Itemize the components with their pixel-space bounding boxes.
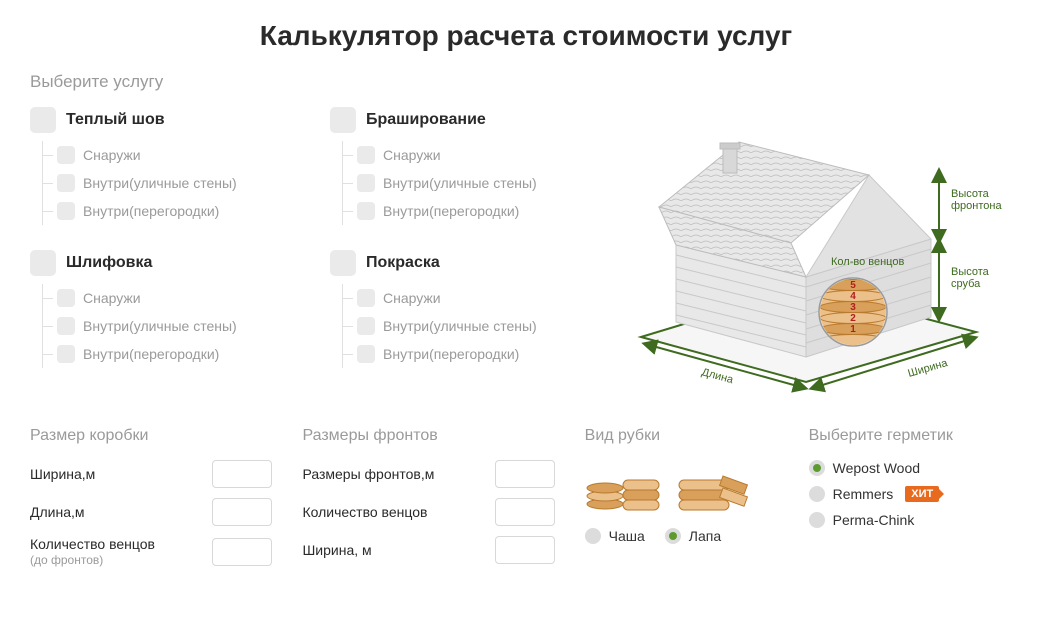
svg-text:2: 2 bbox=[850, 313, 856, 324]
sealant-option-row[interactable]: Wepost Wood bbox=[809, 460, 1022, 476]
sub-checkbox[interactable] bbox=[357, 289, 375, 307]
page-title: Калькулятор расчета стоимости услуг bbox=[30, 20, 1022, 52]
cut-radio-lapa-row[interactable]: Лапа bbox=[665, 528, 721, 544]
service-group: Покраска Снаружи Внутри(уличные стены) В… bbox=[330, 250, 610, 368]
fronts-size-input[interactable] bbox=[495, 460, 555, 488]
service-title: Покраска bbox=[366, 254, 440, 272]
sealant-option-row[interactable]: Perma-Chink bbox=[809, 512, 1022, 528]
fronts-size-col: Размеры фронтов Размеры фронтов,м Количе… bbox=[302, 427, 554, 577]
box-width-label: Ширина,м bbox=[30, 466, 95, 483]
box-size-header: Размер коробки bbox=[30, 427, 272, 445]
sub-checkbox[interactable] bbox=[357, 317, 375, 335]
svg-text:Высота фронтона: Высота фронтона bbox=[951, 188, 1002, 212]
sub-checkbox[interactable] bbox=[57, 289, 75, 307]
sub-checkbox[interactable] bbox=[57, 146, 75, 164]
services-col-left: Теплый шов Снаружи Внутри(уличные стены)… bbox=[30, 107, 310, 397]
fronts-size-label: Размеры фронтов,м bbox=[302, 466, 434, 483]
sealant-option-label: Wepost Wood bbox=[833, 460, 920, 476]
service-group: Теплый шов Снаружи Внутри(уличные стены)… bbox=[30, 107, 310, 225]
sub-label: Внутри(уличные стены) bbox=[383, 175, 537, 191]
sub-label: Внутри(перегородки) bbox=[383, 346, 519, 362]
cut-radio-chasha[interactable] bbox=[585, 528, 601, 544]
fronts-size-header: Размеры фронтов bbox=[302, 427, 554, 445]
svg-text:3: 3 bbox=[850, 302, 856, 313]
service-checkbox[interactable] bbox=[330, 107, 356, 133]
sub-checkbox[interactable] bbox=[357, 146, 375, 164]
cut-radio-chasha-row[interactable]: Чаша bbox=[585, 528, 645, 544]
cut-type-image-chasha[interactable] bbox=[585, 460, 663, 518]
sub-checkbox[interactable] bbox=[57, 345, 75, 363]
sub-checkbox[interactable] bbox=[57, 202, 75, 220]
hit-badge: ХИТ bbox=[905, 486, 939, 502]
svg-text:Ширина: Ширина bbox=[907, 357, 950, 380]
sealant-radio[interactable] bbox=[809, 486, 825, 502]
sub-label: Внутри(уличные стены) bbox=[83, 318, 237, 334]
service-checkbox[interactable] bbox=[330, 250, 356, 276]
sub-label: Снаружи bbox=[383, 290, 441, 306]
svg-text:1: 1 bbox=[850, 324, 856, 335]
sealant-header: Выберите герметик bbox=[809, 427, 1022, 445]
sub-label: Внутри(перегородки) bbox=[383, 203, 519, 219]
cut-type-col: Вид рубки bbox=[585, 427, 779, 577]
service-checkbox[interactable] bbox=[30, 250, 56, 276]
sub-label: Снаружи bbox=[83, 147, 141, 163]
service-title: Шлифовка bbox=[66, 254, 152, 272]
sub-checkbox[interactable] bbox=[57, 174, 75, 192]
sub-label: Внутри(уличные стены) bbox=[383, 318, 537, 334]
sub-checkbox[interactable] bbox=[57, 317, 75, 335]
service-group: Браширование Снаружи Внутри(уличные стен… bbox=[330, 107, 610, 225]
box-length-label: Длина,м bbox=[30, 504, 85, 521]
fronts-width-label: Ширина, м bbox=[302, 542, 371, 559]
select-service-label: Выберите услугу bbox=[30, 72, 1022, 92]
house-diagram-svg: Длина Ширина Высота фронтона Высота сруб… bbox=[631, 117, 1021, 397]
sub-checkbox[interactable] bbox=[357, 174, 375, 192]
sealant-option-label: Remmers bbox=[833, 486, 894, 502]
cut-radio-lapa-label: Лапа bbox=[689, 528, 721, 544]
svg-text:Высота сруба: Высота сруба bbox=[951, 266, 992, 290]
sealant-option-row[interactable]: Remmers ХИТ bbox=[809, 486, 1022, 502]
sub-label: Внутри(перегородки) bbox=[83, 346, 219, 362]
fronts-vents-label: Количество венцов bbox=[302, 504, 427, 521]
service-group: Шлифовка Снаружи Внутри(уличные стены) В… bbox=[30, 250, 310, 368]
service-checkbox[interactable] bbox=[30, 107, 56, 133]
sub-checkbox[interactable] bbox=[357, 202, 375, 220]
cut-radio-chasha-label: Чаша bbox=[609, 528, 645, 544]
svg-text:Длина: Длина bbox=[700, 366, 735, 386]
cut-type-image-lapa[interactable] bbox=[675, 460, 753, 518]
svg-text:4: 4 bbox=[850, 291, 856, 302]
fronts-width-input[interactable] bbox=[495, 536, 555, 564]
house-diagram: Длина Ширина Высота фронтона Высота сруб… bbox=[630, 107, 1022, 397]
sealant-option-label: Perma-Chink bbox=[833, 512, 915, 528]
service-title: Браширование bbox=[366, 111, 486, 129]
fronts-vents-input[interactable] bbox=[495, 498, 555, 526]
box-vents-label: Количество венцов (до фронтов) bbox=[30, 536, 155, 567]
sealant-radio[interactable] bbox=[809, 460, 825, 476]
sealant-col: Выберите герметик Wepost Wood Remmers ХИ… bbox=[809, 427, 1022, 577]
sealant-radio[interactable] bbox=[809, 512, 825, 528]
svg-text:5: 5 bbox=[850, 280, 856, 291]
box-width-input[interactable] bbox=[212, 460, 272, 488]
sub-checkbox[interactable] bbox=[357, 345, 375, 363]
cut-type-header: Вид рубки bbox=[585, 427, 779, 445]
svg-text:Кол-во венцов: Кол-во венцов bbox=[831, 256, 904, 268]
top-grid: Теплый шов Снаружи Внутри(уличные стены)… bbox=[30, 107, 1022, 397]
sub-label: Снаружи bbox=[383, 147, 441, 163]
sub-label: Снаружи bbox=[83, 290, 141, 306]
service-title: Теплый шов bbox=[66, 111, 165, 129]
box-vents-input[interactable] bbox=[212, 538, 272, 566]
bottom-grid: Размер коробки Ширина,м Длина,м Количест… bbox=[30, 427, 1022, 577]
box-length-input[interactable] bbox=[212, 498, 272, 526]
box-size-col: Размер коробки Ширина,м Длина,м Количест… bbox=[30, 427, 272, 577]
cut-radio-lapa[interactable] bbox=[665, 528, 681, 544]
sub-label: Внутри(уличные стены) bbox=[83, 175, 237, 191]
sub-label: Внутри(перегородки) bbox=[83, 203, 219, 219]
services-col-right: Браширование Снаружи Внутри(уличные стен… bbox=[330, 107, 610, 397]
